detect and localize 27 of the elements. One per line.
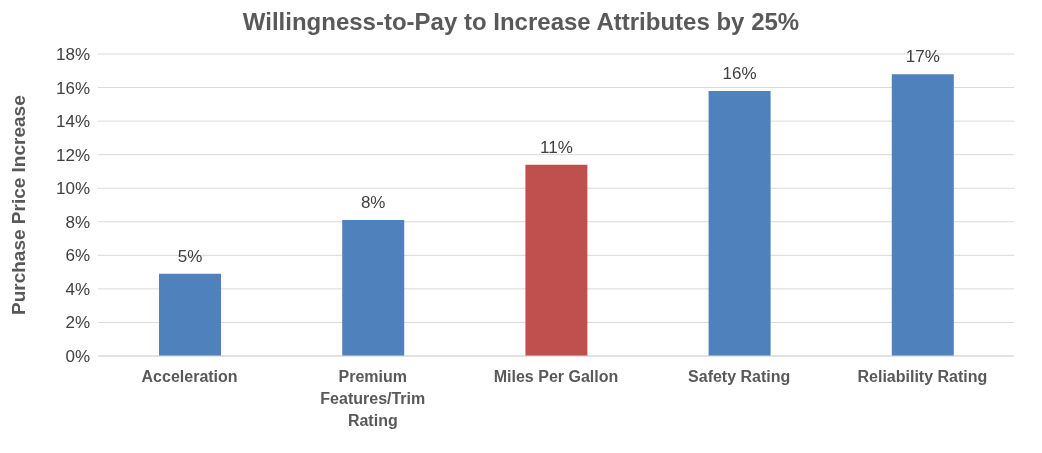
y-axis-title: Purchase Price Increase	[7, 95, 29, 315]
y-tick-label: 16%	[55, 78, 90, 98]
x-tick-label: Acceleration	[141, 368, 238, 385]
y-tick-label: 2%	[65, 313, 90, 333]
y-tick-label: 6%	[65, 246, 90, 266]
y-tick-label: 4%	[65, 279, 90, 299]
bar	[891, 74, 954, 356]
data-label: 16%	[722, 63, 757, 83]
data-label: 8%	[360, 193, 386, 213]
bar	[525, 164, 588, 356]
data-label: 5%	[177, 246, 203, 266]
y-tick-label: 18%	[55, 45, 90, 65]
y-tick-label: 14%	[55, 112, 90, 132]
y-tick-label: 0%	[65, 347, 90, 367]
x-tick-label: Miles Per Gallon	[493, 368, 619, 385]
data-label: 17%	[905, 47, 940, 67]
y-tick-label: 12%	[55, 145, 90, 165]
x-tick-label: Safety Rating	[688, 368, 791, 385]
data-label: 11%	[540, 137, 573, 157]
y-tick-label: 8%	[65, 212, 90, 232]
bar	[159, 273, 221, 356]
x-tick-label: Premium Features/Trim Rating	[320, 368, 426, 429]
bar	[708, 90, 771, 356]
chart-title: Willingness-to-Pay to Increase Attributes by 25%	[241, 8, 801, 36]
x-tick-label: Reliability Rating	[857, 368, 988, 385]
y-tick-label: 10%	[55, 179, 90, 199]
bar	[342, 220, 405, 356]
